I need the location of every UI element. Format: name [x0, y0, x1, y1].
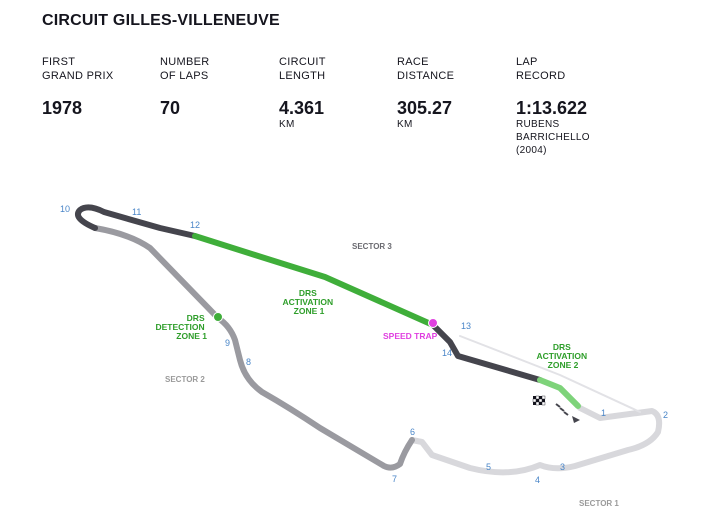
stat-first-grand-prix: FIRST GRAND PRIX 1978 [42, 55, 154, 118]
stat-unit: KM [397, 119, 413, 130]
start-direction-arrow-icon [572, 416, 580, 423]
stat-value: 4.361 [279, 98, 325, 118]
drs-activation-2-line-1: DRS [553, 342, 571, 352]
lap-record-holder-surname: BARRICHELLO [516, 132, 590, 143]
drs-activation-1-label: DRS ACTIVATION ZONE 1 [282, 288, 335, 316]
turn-5-label: 5 [486, 462, 491, 472]
stat-circuit-length: CIRCUIT LENGTH 4.361 KM [279, 55, 391, 131]
turn-11-label: 11 [132, 207, 141, 217]
stat-label: FIRST GRAND PRIX [42, 56, 114, 82]
turn-8-label: 8 [246, 357, 251, 367]
sector-1-label: SECTOR 1 [579, 499, 619, 508]
drs-activation-zone-1 [192, 233, 436, 328]
stat-race-distance: RACE DISTANCE 305.27 KM [397, 55, 509, 131]
circuit-stats: FIRST GRAND PRIX 1978 NUMBER OF LAPS 70 … [42, 55, 682, 165]
turn-2-label: 2 [663, 410, 668, 420]
speed-trap-label: SPEED TRAP [383, 331, 438, 341]
sector-2-label: SECTOR 2 [165, 375, 205, 384]
stat-value: 305.27 [397, 98, 453, 118]
stat-label: RACE DISTANCE [397, 56, 455, 82]
drs-activation-1-line-1: DRS [299, 288, 317, 298]
drs-activation-2-label: DRS ACTIVATION ZONE 2 [536, 342, 589, 370]
drs-activation-1-line-3: ZONE 1 [294, 306, 325, 316]
stat-number-of-laps: NUMBER OF LAPS 70 [160, 55, 272, 118]
turn-3-label: 3 [560, 462, 565, 472]
stat-unit: KM [279, 119, 295, 130]
drs-detection-line-1: DRS [187, 313, 205, 323]
stat-value: 1978 [42, 98, 83, 118]
turn-12-label: 12 [190, 220, 200, 230]
track-sector-3-hairpin [74, 204, 198, 239]
drs-activation-2-line-2: ACTIVATION [536, 351, 587, 361]
stat-value: 1:13.622 [516, 98, 588, 118]
track-sector-1 [409, 405, 663, 476]
start-finish-flag-icon [532, 395, 546, 406]
drs-activation-1-line-2: ACTIVATION [282, 297, 333, 307]
track-sector-2 [92, 225, 415, 471]
drs-detection-point [213, 312, 223, 322]
drs-activation-zone-2 [537, 377, 581, 409]
drs-detection-line-3: ZONE 1 [176, 331, 207, 341]
drs-detection-line-2: DETECTION [156, 322, 205, 332]
turn-13-label: 13 [461, 321, 471, 331]
circuit-title: CIRCUIT GILLES-VILLENEUVE [42, 12, 280, 29]
stat-label: CIRCUIT LENGTH [279, 56, 326, 82]
turn-7-label: 7 [392, 474, 397, 484]
drs-activation-2-line-3: ZONE 2 [548, 360, 579, 370]
turn-6-label: 6 [410, 427, 415, 437]
pit-lane [459, 335, 641, 413]
lap-record-holder-name: RUBENS [516, 119, 560, 130]
speed-trap-point [428, 318, 438, 328]
turn-10-label: 10 [60, 204, 70, 214]
turn-4-label: 4 [535, 475, 540, 485]
stat-label: LAP RECORD [516, 56, 566, 82]
drs-detection-label: DRS DETECTION ZONE 1 [156, 313, 208, 341]
lap-record-year: (2004) [516, 145, 547, 156]
stat-lap-record: LAP RECORD 1:13.622 RUBENS BARRICHELLO (… [516, 55, 628, 157]
stat-value: 70 [160, 98, 181, 118]
start-grid-marks [555, 403, 569, 416]
turn-1-label: 1 [601, 408, 606, 418]
track-sector-3-chicane [430, 322, 543, 383]
turn-14-label: 14 [442, 348, 452, 358]
turn-9-label: 9 [225, 338, 230, 348]
sector-3-label: SECTOR 3 [352, 242, 392, 251]
stat-label: NUMBER OF LAPS [160, 56, 210, 82]
